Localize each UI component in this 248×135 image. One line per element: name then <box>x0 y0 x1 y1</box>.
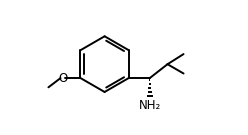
Text: O: O <box>58 72 67 85</box>
Text: NH₂: NH₂ <box>139 99 161 112</box>
